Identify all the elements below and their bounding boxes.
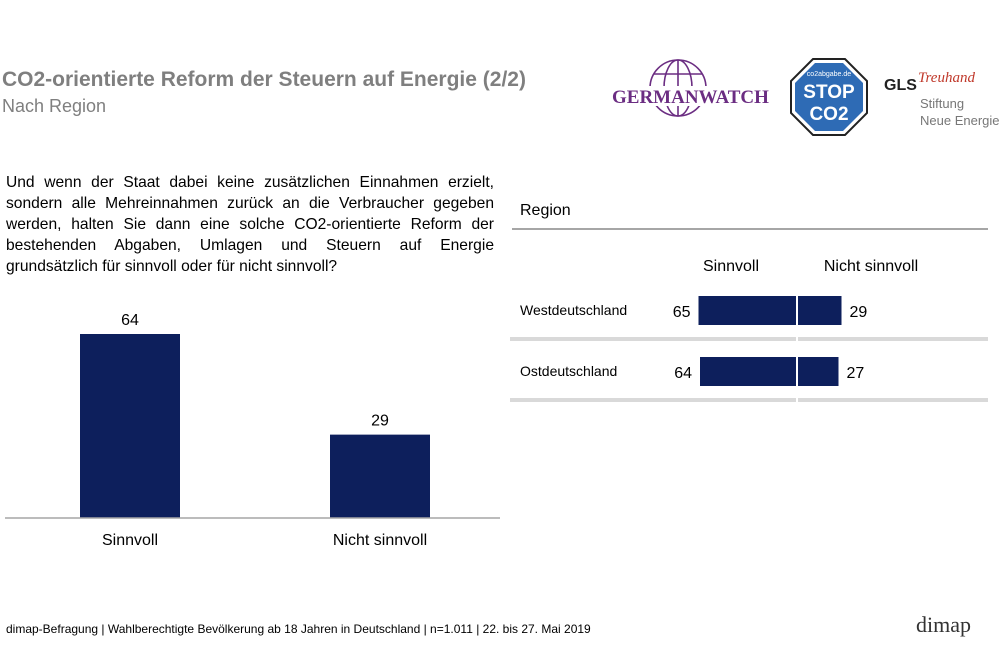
bar-sinnvoll-1	[700, 357, 796, 386]
svg-text:STOP: STOP	[803, 82, 855, 103]
row-separator	[798, 398, 988, 402]
svg-text:Neue Energie: Neue Energie	[920, 113, 1000, 128]
germanwatch-text: GERMANWATCH	[612, 87, 769, 108]
page-title: CO2-orientierte Reform der Steuern auf E…	[2, 68, 526, 91]
bar-0	[80, 334, 180, 518]
data-label-1: 29	[371, 413, 389, 430]
svg-text:co2abgabe.de: co2abgabe.de	[807, 71, 851, 78]
svg-text:GLS: GLS	[884, 77, 917, 94]
value-nicht-sinnvoll-0: 29	[850, 304, 868, 321]
bar-nicht-sinnvoll-0	[798, 296, 842, 325]
survey-question: Und wenn der Staat dabei keine zusätzlic…	[6, 174, 494, 275]
legend-sinnvoll: Sinnvoll	[703, 258, 759, 275]
dimap-logo: dimap	[916, 612, 971, 637]
gls-treuhand-logo: GLS Treuhand Stiftung Neue Energie	[884, 68, 1000, 137]
value-sinnvoll-1: 64	[674, 365, 692, 382]
page-subtitle: Nach Region	[2, 96, 107, 116]
legend-nicht-sinnvoll: Nicht sinnvoll	[824, 258, 918, 275]
region-label-1: Ostdeutschland	[520, 363, 617, 379]
bar-1	[330, 434, 430, 518]
bar-sinnvoll-0	[698, 296, 796, 325]
row-separator	[510, 337, 796, 341]
svg-text:Stiftung: Stiftung	[920, 96, 964, 111]
svg-text:Treuhand: Treuhand	[918, 70, 975, 86]
row-separator	[798, 337, 988, 341]
category-label-1: Nicht sinnvoll	[333, 532, 427, 549]
footer-source: dimap-Befragung | Wahlberechtigte Bevölk…	[6, 622, 591, 636]
svg-text:CO2: CO2	[809, 104, 848, 125]
value-nicht-sinnvoll-1: 27	[847, 365, 865, 382]
region-label-0: Westdeutschland	[520, 302, 627, 318]
value-sinnvoll-0: 65	[673, 304, 691, 321]
data-label-0: 64	[121, 312, 139, 329]
region-bar-chart: Sinnvoll Nicht sinnvoll Westdeutschland 65 2…	[510, 258, 988, 402]
region-title-rule	[512, 228, 988, 230]
bar-nicht-sinnvoll-1	[798, 357, 839, 386]
germanwatch-logo: GERMANWATCH	[610, 58, 780, 127]
row-separator	[510, 398, 796, 402]
category-label-0: Sinnvoll	[102, 532, 158, 549]
overall-bar-chart: 64 Sinnvoll 29 Nicht sinnvoll	[5, 312, 500, 549]
stop-co2-logo: co2abgabe.de STOP CO2	[790, 58, 868, 141]
region-chart-title: Region	[520, 202, 571, 219]
